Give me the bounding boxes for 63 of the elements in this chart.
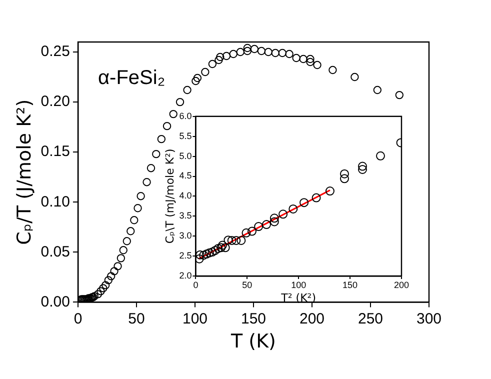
point (220, 243, 230, 252)
point (204, 248, 214, 258)
point (196, 250, 205, 260)
y-tick-label: 2.5 (179, 250, 192, 261)
x-axis-title: T² (K²) (280, 291, 316, 304)
point (358, 164, 367, 174)
y-axis-title: Cₚ\T (mJ/mole K²) (163, 148, 176, 244)
point (208, 248, 217, 257)
x-tick-label: 150 (240, 310, 266, 328)
point (262, 220, 271, 230)
y-tick-label: 2.0 (179, 270, 192, 280)
y-tick-label: 0.20 (40, 93, 70, 110)
point (270, 214, 279, 223)
point (358, 162, 367, 171)
x-tick-label: 150 (342, 280, 358, 290)
x-tick-label: 200 (299, 310, 325, 328)
point (270, 217, 279, 226)
point (247, 226, 256, 236)
y-tick-label: 0.15 (40, 143, 70, 160)
point (300, 198, 309, 208)
point (312, 193, 321, 202)
annotation: α-FeSi₂ (98, 67, 166, 89)
point (254, 222, 264, 232)
y-tick-label: 5.5 (179, 130, 192, 141)
point (236, 236, 246, 245)
x-tick-label: 100 (291, 280, 306, 290)
y-tick-label: 0.10 (40, 193, 70, 210)
y-tick-label: 5.0 (179, 150, 192, 161)
x-tick-label: 50 (128, 310, 145, 328)
y-tick-label: 3.0 (179, 230, 192, 241)
x-tick-label: 250 (358, 310, 384, 328)
x-tick-label: 200 (394, 280, 410, 290)
y-tick-label: 3.5 (179, 210, 192, 221)
point (210, 246, 220, 255)
point (227, 236, 236, 245)
y-tick-label: 0.25 (40, 43, 70, 60)
y-tick-label: 0.05 (40, 243, 70, 260)
point (242, 228, 251, 238)
x-axis-title: T (K) (230, 330, 276, 353)
y-tick-label: 4.5 (179, 170, 192, 181)
point (376, 151, 386, 160)
x-tick-label: 0 (193, 280, 198, 290)
point (340, 169, 349, 178)
x-tick-label: 100 (182, 310, 208, 328)
x-tick-label: 0 (74, 310, 82, 328)
point (216, 243, 226, 252)
x-tick-label: 300 (416, 310, 442, 328)
point (224, 236, 233, 245)
y-tick-label: 4.0 (179, 190, 192, 201)
point (202, 250, 212, 259)
point (199, 250, 208, 260)
y-tick-label: 6.0 (179, 110, 192, 121)
point (325, 186, 334, 196)
point (278, 210, 288, 219)
point (232, 236, 241, 245)
y-axis-title: Cₚ/T (J/mole K²) (13, 99, 36, 245)
point (196, 254, 204, 264)
point (214, 244, 223, 253)
point (288, 204, 298, 214)
point (340, 174, 349, 184)
point (218, 240, 227, 250)
x-tick-label: 50 (242, 280, 252, 290)
y-tick-label: 0.00 (40, 293, 70, 310)
